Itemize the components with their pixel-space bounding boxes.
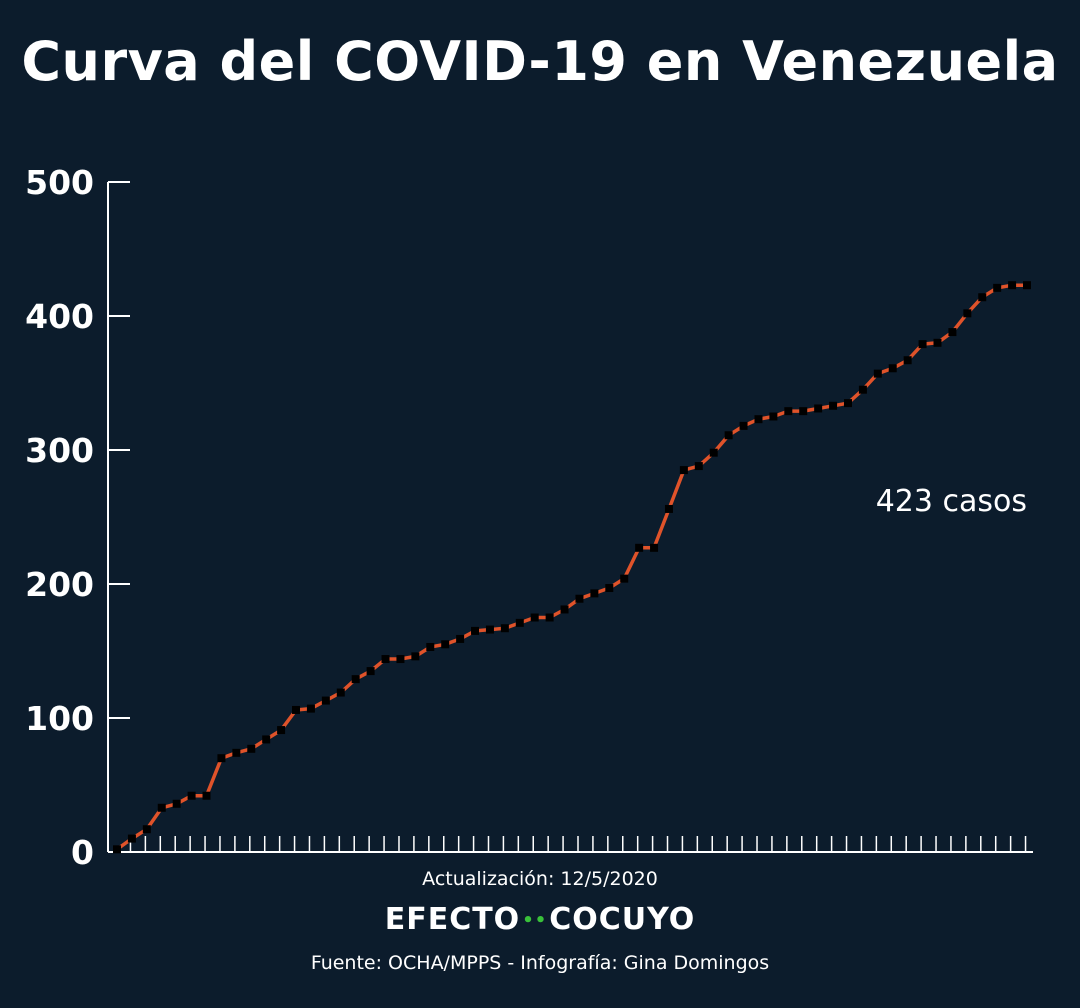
data-point bbox=[306, 704, 315, 713]
data-point bbox=[978, 293, 987, 302]
y-tick-label: 500 bbox=[25, 163, 94, 202]
brand-logo-left: EFECTO bbox=[384, 902, 521, 937]
brand-dots-icon: •• bbox=[522, 910, 548, 931]
data-point bbox=[650, 543, 659, 552]
data-point bbox=[918, 340, 927, 349]
data-point bbox=[142, 825, 151, 834]
data-point bbox=[739, 421, 748, 430]
data-point bbox=[262, 735, 271, 744]
source-credit: Fuente: OCHA/MPPS - Infografía: Gina Dom… bbox=[310, 952, 770, 974]
data-point bbox=[202, 791, 211, 800]
data-point bbox=[441, 640, 450, 649]
data-point bbox=[411, 652, 420, 661]
data-point bbox=[172, 799, 181, 808]
data-point bbox=[694, 462, 703, 471]
data-point bbox=[336, 688, 345, 697]
data-point bbox=[485, 625, 494, 634]
data-point bbox=[754, 415, 763, 424]
data-point bbox=[426, 642, 435, 651]
data-point bbox=[843, 399, 852, 408]
data-point bbox=[471, 626, 480, 635]
data-point bbox=[1023, 281, 1031, 290]
data-point bbox=[456, 634, 465, 643]
data-point bbox=[664, 504, 673, 513]
data-point bbox=[769, 412, 778, 421]
chart-title: Curva del COVID-19 en Venezuela bbox=[21, 30, 1059, 93]
data-point bbox=[396, 655, 405, 664]
data-point bbox=[963, 309, 972, 318]
data-point bbox=[232, 748, 241, 757]
brand-logo-right: COCUYO bbox=[549, 902, 696, 937]
chart-axes bbox=[107, 182, 1033, 853]
data-point bbox=[217, 754, 226, 763]
data-point bbox=[530, 613, 539, 622]
data-point bbox=[247, 744, 256, 753]
y-tick-label: 100 bbox=[25, 699, 94, 738]
data-point bbox=[127, 834, 136, 843]
data-point bbox=[993, 283, 1002, 292]
series-group bbox=[113, 281, 1031, 854]
y-tick-label: 400 bbox=[25, 297, 94, 336]
data-point bbox=[292, 705, 301, 714]
update-date-label: Actualización: 12/5/2020 bbox=[422, 868, 658, 890]
data-point bbox=[903, 356, 912, 365]
data-point bbox=[381, 655, 390, 664]
data-point bbox=[724, 431, 733, 440]
data-point bbox=[858, 385, 867, 394]
data-point bbox=[873, 369, 882, 378]
data-point bbox=[784, 407, 793, 416]
data-point bbox=[635, 543, 644, 552]
y-axis-ticks: 0 100 200 300 400 500 bbox=[25, 163, 130, 872]
y-tick-label: 0 bbox=[71, 833, 94, 872]
x-axis-ticks bbox=[129, 836, 1027, 852]
data-point bbox=[187, 791, 196, 800]
data-point bbox=[799, 407, 808, 416]
data-point bbox=[1008, 281, 1017, 290]
data-point bbox=[620, 574, 629, 583]
data-point bbox=[366, 667, 375, 676]
data-point bbox=[605, 584, 614, 593]
data-point bbox=[709, 448, 718, 457]
data-point bbox=[500, 624, 509, 633]
data-point bbox=[515, 618, 524, 627]
data-point bbox=[888, 364, 897, 373]
data-point bbox=[679, 466, 688, 475]
data-point bbox=[351, 675, 360, 684]
data-point bbox=[321, 696, 330, 705]
data-point bbox=[545, 613, 554, 622]
total-cases-annotation: 423 casos bbox=[876, 484, 1027, 519]
y-tick-label: 300 bbox=[25, 431, 94, 470]
data-point bbox=[933, 338, 942, 347]
data-point bbox=[575, 594, 584, 603]
data-point bbox=[157, 803, 166, 812]
data-point bbox=[113, 845, 121, 854]
data-point bbox=[560, 605, 569, 614]
y-tick-label: 200 bbox=[25, 565, 94, 604]
data-point bbox=[829, 401, 838, 410]
data-point bbox=[814, 404, 823, 413]
data-point bbox=[590, 589, 599, 598]
data-point bbox=[948, 328, 957, 337]
brand-logo: EFECTO ••COCUYO bbox=[0, 902, 1080, 937]
data-point bbox=[277, 726, 286, 735]
